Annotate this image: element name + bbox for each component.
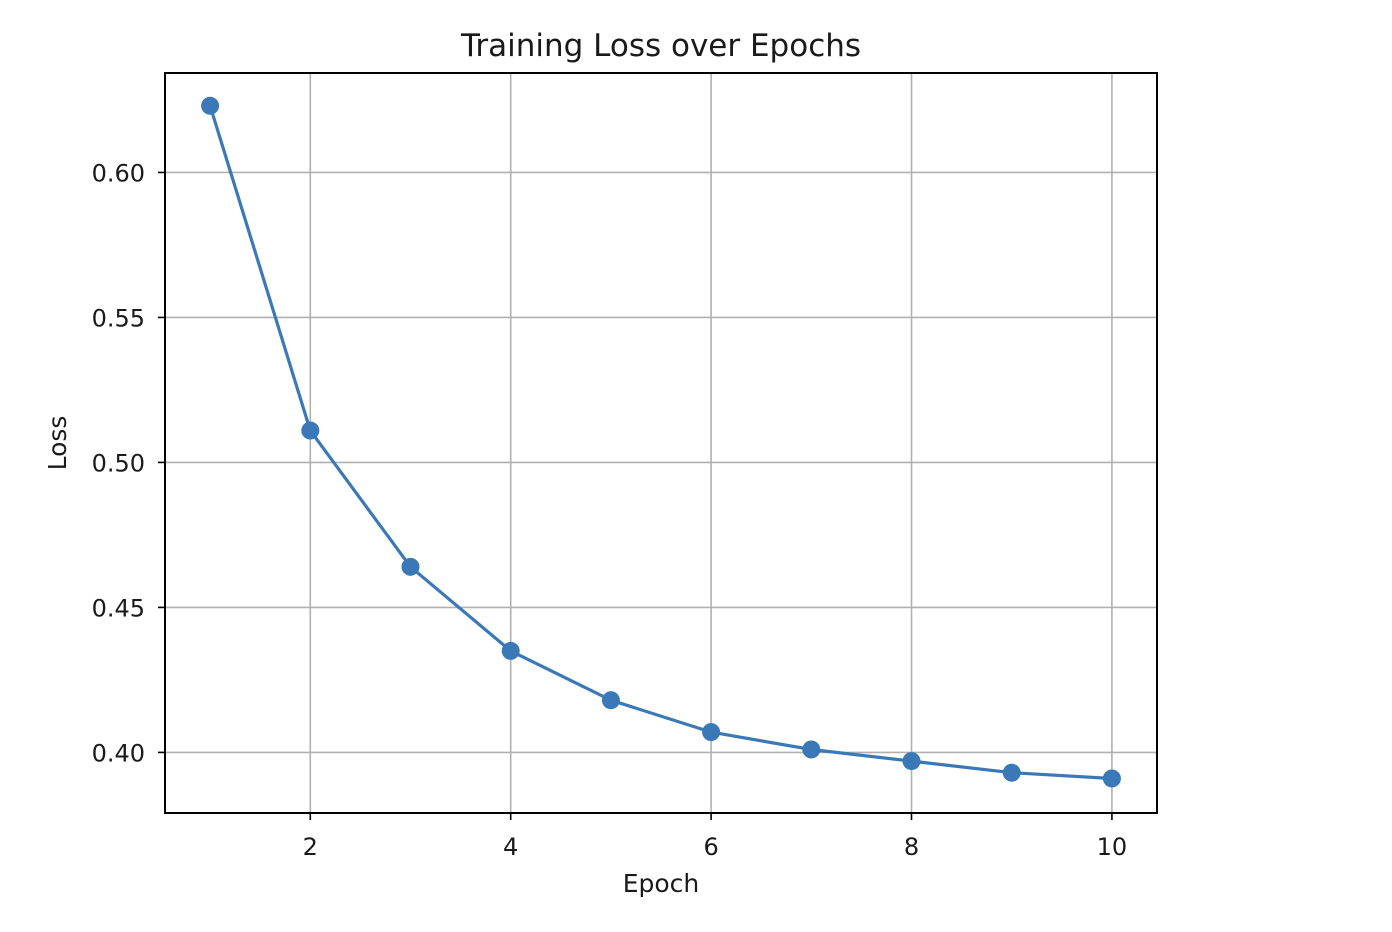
data-point (702, 723, 721, 742)
x-tick-label: 4 (503, 833, 518, 861)
x-axis-label: Epoch (623, 869, 700, 898)
y-tick-label: 0.45 (92, 594, 145, 622)
x-tick-label: 10 (1097, 833, 1128, 861)
y-axis-label: Loss (43, 416, 72, 471)
data-point (501, 641, 520, 660)
axis-ticks: 2 4 6 8 10 0.40 0.45 0.50 0.55 0.60 (92, 159, 1128, 861)
series-line (208, 104, 1114, 781)
y-tick-label: 0.40 (92, 739, 145, 767)
data-point (401, 557, 420, 576)
data-point (802, 740, 821, 759)
y-tick-label: 0.60 (92, 159, 145, 187)
data-point (301, 421, 320, 440)
x-tick-label: 2 (303, 833, 318, 861)
series-layer (201, 96, 1121, 788)
x-tick-label: 6 (703, 833, 718, 861)
data-point (601, 691, 620, 710)
grid-lines (165, 73, 1157, 813)
axis-labels: Training Loss over Epochs Epoch Loss (43, 28, 861, 898)
data-point (1102, 769, 1121, 788)
data-point (902, 752, 921, 771)
y-tick-label: 0.55 (92, 304, 145, 332)
x-tick-label: 8 (904, 833, 919, 861)
data-point (201, 96, 220, 115)
y-tick-label: 0.50 (92, 449, 145, 477)
chart-title: Training Loss over Epochs (460, 28, 861, 64)
data-point (1002, 763, 1021, 782)
plot-frame (164, 72, 1158, 814)
